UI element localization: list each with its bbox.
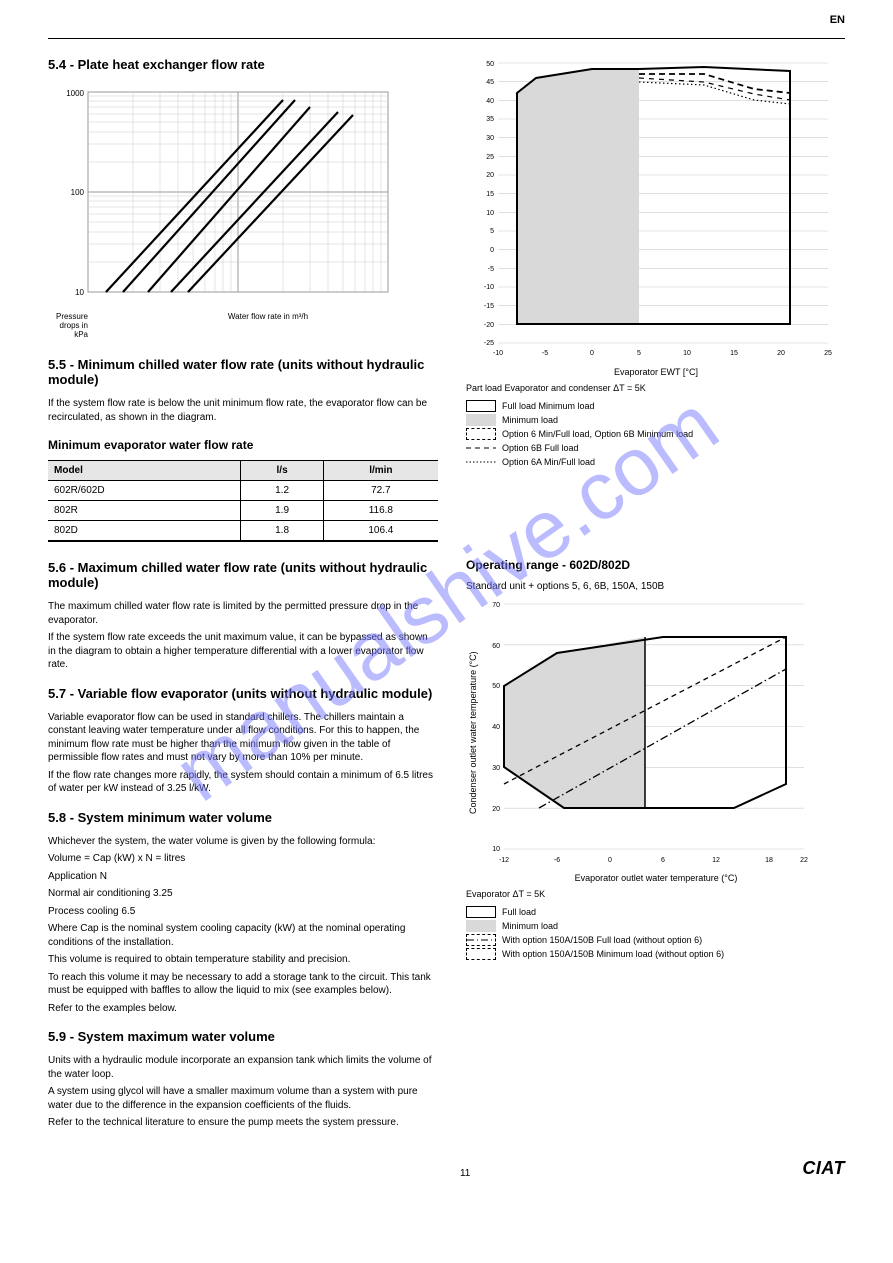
section-5-8-title: 5.8 - System minimum water volume (48, 810, 438, 825)
svg-text:12: 12 (712, 857, 720, 864)
header-rule (48, 38, 845, 39)
section-5-6-title: 5.6 - Maximum chilled water flow rate (u… (48, 560, 438, 590)
p-5-8-5: Process cooling 6.5 (48, 905, 438, 919)
footer-logo: CIAT (802, 1158, 845, 1179)
chart-bottom-legend: Full load Minimum load With option 150A/… (466, 906, 846, 960)
chart1-x-label: Water flow rate in m³/h (98, 312, 438, 339)
table-row: 602R/602D 1.2 72.7 (48, 481, 438, 501)
p-5-9-1: Units with a hydraulic module incorporat… (48, 1054, 438, 1081)
svg-text:40: 40 (492, 724, 500, 731)
svg-text:-5: -5 (488, 266, 494, 273)
section-5-4-title: 5.4 - Plate heat exchanger flow rate (48, 57, 438, 72)
chart-top-legend: Full load Minimum load Minimum load Opti… (466, 400, 846, 468)
svg-text:-5: -5 (542, 350, 548, 357)
footer: 11 CIAT (48, 1158, 845, 1179)
chart-top-xlabel: Evaporator EWT [°C] (466, 366, 846, 378)
p-5-8-7: This volume is required to obtain temper… (48, 953, 438, 967)
svg-text:25: 25 (824, 350, 832, 357)
svg-text:100: 100 (71, 188, 85, 197)
svg-text:-15: -15 (484, 303, 494, 310)
p-5-8-3: Application N (48, 870, 438, 884)
chart1-y-label: Pressure drops in kPa (48, 312, 88, 339)
chart-bottom-xlabel: Evaporator outlet water temperature (°C) (466, 872, 846, 884)
svg-text:50: 50 (492, 683, 500, 690)
svg-text:-20: -20 (484, 322, 494, 329)
svg-text:6: 6 (661, 857, 665, 864)
svg-text:5: 5 (490, 228, 494, 235)
table-row: 802R 1.9 116.8 (48, 501, 438, 521)
p-5-9-3: Refer to the technical literature to ens… (48, 1116, 438, 1130)
section-5-5-title: 5.5 - Minimum chilled water flow rate (u… (48, 357, 438, 387)
col-ls: l/s (241, 461, 323, 481)
svg-text:-10: -10 (484, 284, 494, 291)
p-5-8-4: Normal air conditioning 3.25 (48, 887, 438, 901)
p-5-6-2: If the system flow rate exceeds the unit… (48, 631, 438, 672)
svg-text:10: 10 (486, 210, 494, 217)
svg-text:50: 50 (486, 61, 494, 68)
svg-text:1000: 1000 (66, 89, 84, 98)
p-5-6-1: The maximum chilled water flow rate is l… (48, 600, 438, 627)
p-5-8-2: Volume = Cap (kW) x N = litres (48, 852, 438, 866)
svg-text:-6: -6 (554, 857, 560, 864)
section-5-7-title: 5.7 - Variable flow evaporator (units wi… (48, 686, 438, 701)
page-number: 11 (128, 1168, 802, 1179)
svg-text:5: 5 (637, 350, 641, 357)
svg-text:30: 30 (486, 135, 494, 142)
chart-bottom-title2: Standard unit + options 5, 6, 6B, 150A, … (466, 580, 846, 594)
svg-text:15: 15 (730, 350, 738, 357)
p-5-8-9: Refer to the examples below. (48, 1002, 438, 1016)
svg-text:0: 0 (590, 350, 594, 357)
section-5-5-intro: If the system flow rate is below the uni… (48, 397, 438, 424)
svg-text:25: 25 (486, 154, 494, 161)
p-5-8-8: To reach this volume it may be necessary… (48, 971, 438, 998)
svg-text:18: 18 (765, 857, 773, 864)
svg-text:10: 10 (75, 288, 84, 297)
flow-rate-chart: 1000 100 10 (48, 82, 408, 312)
svg-text:70: 70 (492, 602, 500, 609)
svg-text:-10: -10 (493, 350, 503, 357)
op-range-chart-top: 504540 353025 201510 50-5 -10-15-20 -25 … (466, 57, 846, 357)
svg-text:10: 10 (683, 350, 691, 357)
svg-text:10: 10 (492, 846, 500, 853)
svg-text:-25: -25 (484, 340, 494, 347)
svg-text:30: 30 (492, 765, 500, 772)
p-5-7-1: Variable evaporator flow can be used in … (48, 711, 438, 765)
svg-text:60: 60 (492, 643, 500, 650)
chart-bottom-ylabel: Condenser outlet water temperature (°C) (466, 598, 480, 868)
section-5-9-title: 5.9 - System maximum water volume (48, 1029, 438, 1044)
table-row: 802D 1.8 106.4 (48, 521, 438, 542)
svg-text:20: 20 (492, 806, 500, 813)
chart-bottom-note: Evaporator ΔT = 5K (466, 888, 846, 900)
svg-text:0: 0 (608, 857, 612, 864)
col-model: Model (48, 461, 241, 481)
col-lmin: l/min (323, 461, 438, 481)
chart-bottom-title1: Operating range - 602D/802D (466, 558, 846, 572)
svg-text:40: 40 (486, 98, 494, 105)
min-flow-table: Model l/s l/min 602R/602D 1.2 72.7 802R … (48, 460, 438, 542)
p-5-8-1: Whichever the system, the water volume i… (48, 835, 438, 849)
min-flow-table-title: Minimum evaporator water flow rate (48, 438, 438, 452)
svg-text:35: 35 (486, 116, 494, 123)
p-5-9-2: A system using glycol will have a smalle… (48, 1085, 438, 1112)
header-language: EN (830, 14, 845, 26)
p-5-8-6: Where Cap is the nominal system cooling … (48, 922, 438, 949)
svg-text:45: 45 (486, 79, 494, 86)
svg-text:20: 20 (486, 172, 494, 179)
svg-text:20: 20 (777, 350, 785, 357)
svg-text:0: 0 (490, 247, 494, 254)
p-5-7-2: If the flow rate changes more rapidly, t… (48, 769, 438, 796)
chart-top-note: Part load Evaporator and condenser ΔT = … (466, 382, 846, 394)
svg-text:15: 15 (486, 191, 494, 198)
op-range-chart-bottom: 70 60 50 40 30 20 10 -12 -6 0 6 12 18 22 (480, 598, 820, 868)
svg-text:22: 22 (800, 857, 808, 864)
svg-text:-12: -12 (499, 857, 509, 864)
